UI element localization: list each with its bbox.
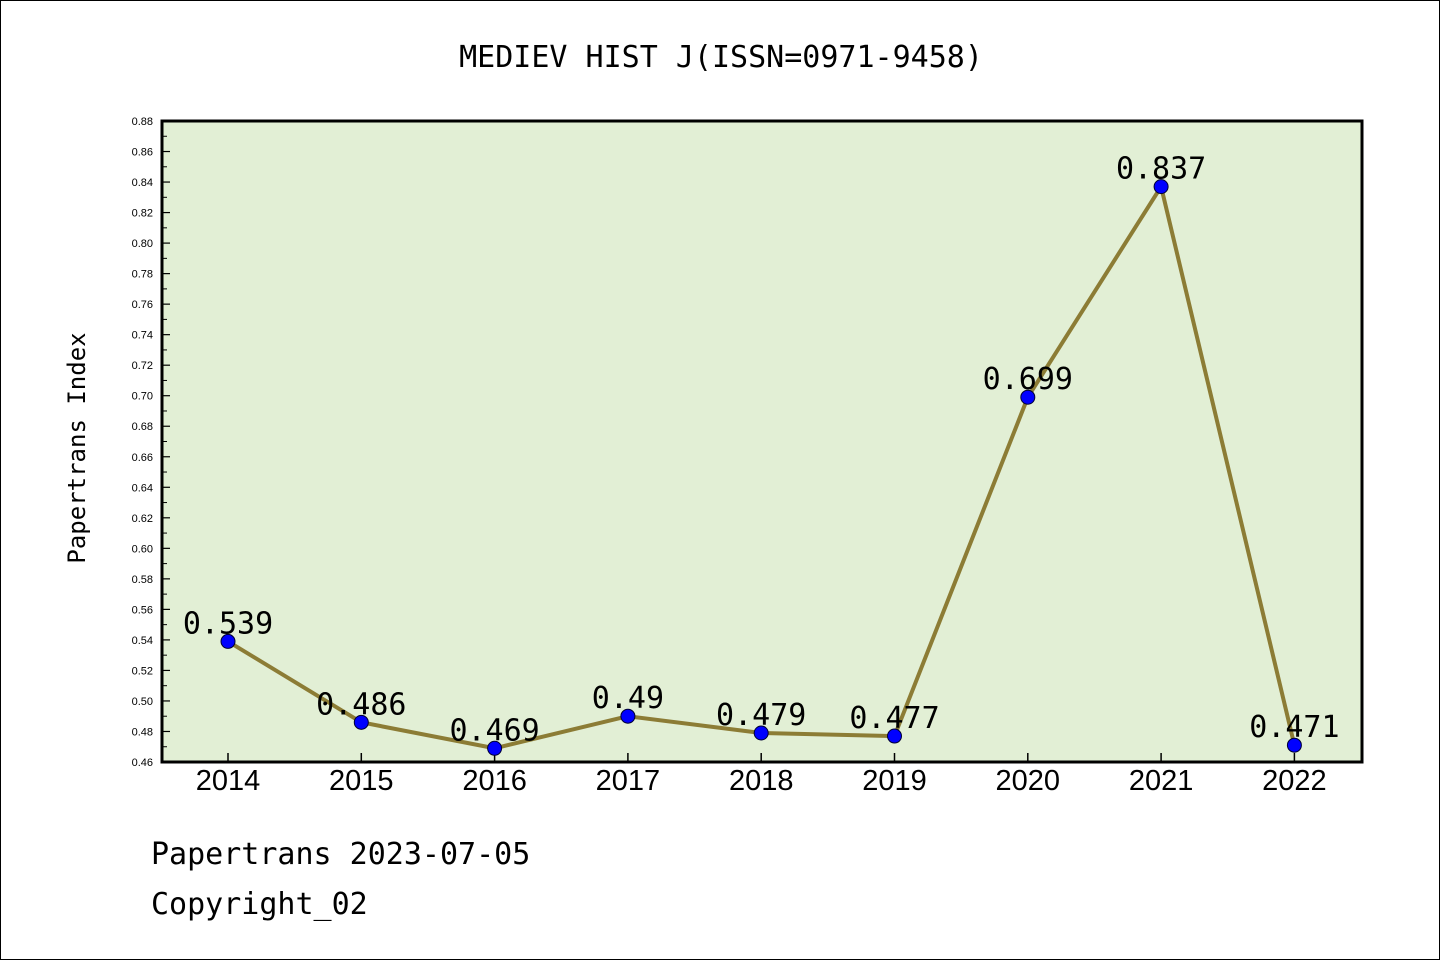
x-tick-label: 2015 — [329, 765, 394, 797]
y-tick-label: 0.84 — [132, 177, 153, 189]
data-point — [353, 714, 369, 730]
y-tick-label: 0.54 — [132, 635, 153, 647]
y-tick-label: 0.80 — [132, 238, 153, 250]
y-tick-label: 0.72 — [132, 360, 153, 372]
y-tick-label: 0.68 — [132, 421, 153, 433]
y-tick-label: 0.60 — [132, 543, 153, 555]
y-tick-label: 0.70 — [132, 391, 153, 403]
y-tick-label: 0.82 — [132, 208, 153, 220]
y-tick-label: 0.88 — [132, 116, 153, 128]
x-tick-label: 2017 — [596, 765, 661, 797]
data-point — [220, 633, 236, 649]
data-label: 0.479 — [716, 698, 806, 733]
x-tick-label: 2022 — [1262, 765, 1327, 797]
data-label: 0.486 — [316, 687, 406, 722]
y-tick-label: 0.50 — [132, 696, 153, 708]
y-tick-label: 0.58 — [132, 574, 153, 586]
series — [220, 179, 1302, 756]
data-label: 0.837 — [1116, 152, 1206, 187]
x-ticks: 2014 2015 2016 2017 2018 2019 2020 2021 2022 — [196, 753, 1327, 797]
x-tick-label: 2016 — [462, 765, 527, 797]
plot-area — [162, 121, 1362, 762]
data-label: 0.469 — [449, 713, 539, 748]
data-point — [1286, 737, 1302, 753]
footer-date: Papertrans 2023-07-05 — [151, 837, 531, 872]
data-point — [620, 708, 636, 724]
data-label: 0.699 — [983, 362, 1073, 397]
x-tick-label: 2020 — [996, 765, 1061, 797]
data-label: 0.539 — [183, 606, 273, 641]
y-tick-label: 0.74 — [132, 330, 153, 342]
y-tick-label: 0.78 — [132, 269, 153, 281]
y-tick-label: 0.64 — [132, 482, 153, 494]
y-tick-label: 0.46 — [132, 757, 153, 769]
y-tick-label: 0.66 — [132, 452, 153, 464]
chart-title: MEDIEV HIST J(ISSN=0971-9458) — [459, 40, 983, 75]
y-tick-label: 0.48 — [132, 726, 153, 738]
y-tick-label: 0.52 — [132, 665, 153, 677]
x-tick-label: 2018 — [729, 765, 794, 797]
data-point — [1020, 389, 1036, 405]
data-point — [753, 725, 769, 741]
footer-copyright: Copyright_02 — [151, 887, 368, 922]
data-point — [887, 728, 902, 744]
x-tick-label: 2019 — [862, 765, 927, 797]
y-tick-label: 0.76 — [132, 299, 153, 311]
x-tick-label: 2014 — [196, 765, 261, 797]
data-point — [1153, 179, 1169, 195]
data-point — [487, 740, 503, 756]
plot-border — [160, 119, 1364, 764]
x-tick-label: 2021 — [1129, 765, 1194, 797]
y-tick-label: 0.86 — [132, 147, 153, 159]
data-label: 0.471 — [1249, 710, 1339, 745]
data-label: 0.477 — [849, 701, 939, 736]
y-ticks: 0.46 0.48 0.50 0.52 0.54 0.56 0.58 0.60 0.62 0.64… — [132, 116, 170, 769]
y-axis-label: Papertrans Index — [63, 332, 91, 563]
y-tick-label: 0.62 — [132, 513, 153, 525]
y-tick-label: 0.56 — [132, 604, 153, 616]
data-labels: 0.539 0.486 0.469 0.49 0.479 0.477 0.699 0.837 0… — [183, 152, 1340, 749]
data-label: 0.49 — [592, 681, 664, 716]
